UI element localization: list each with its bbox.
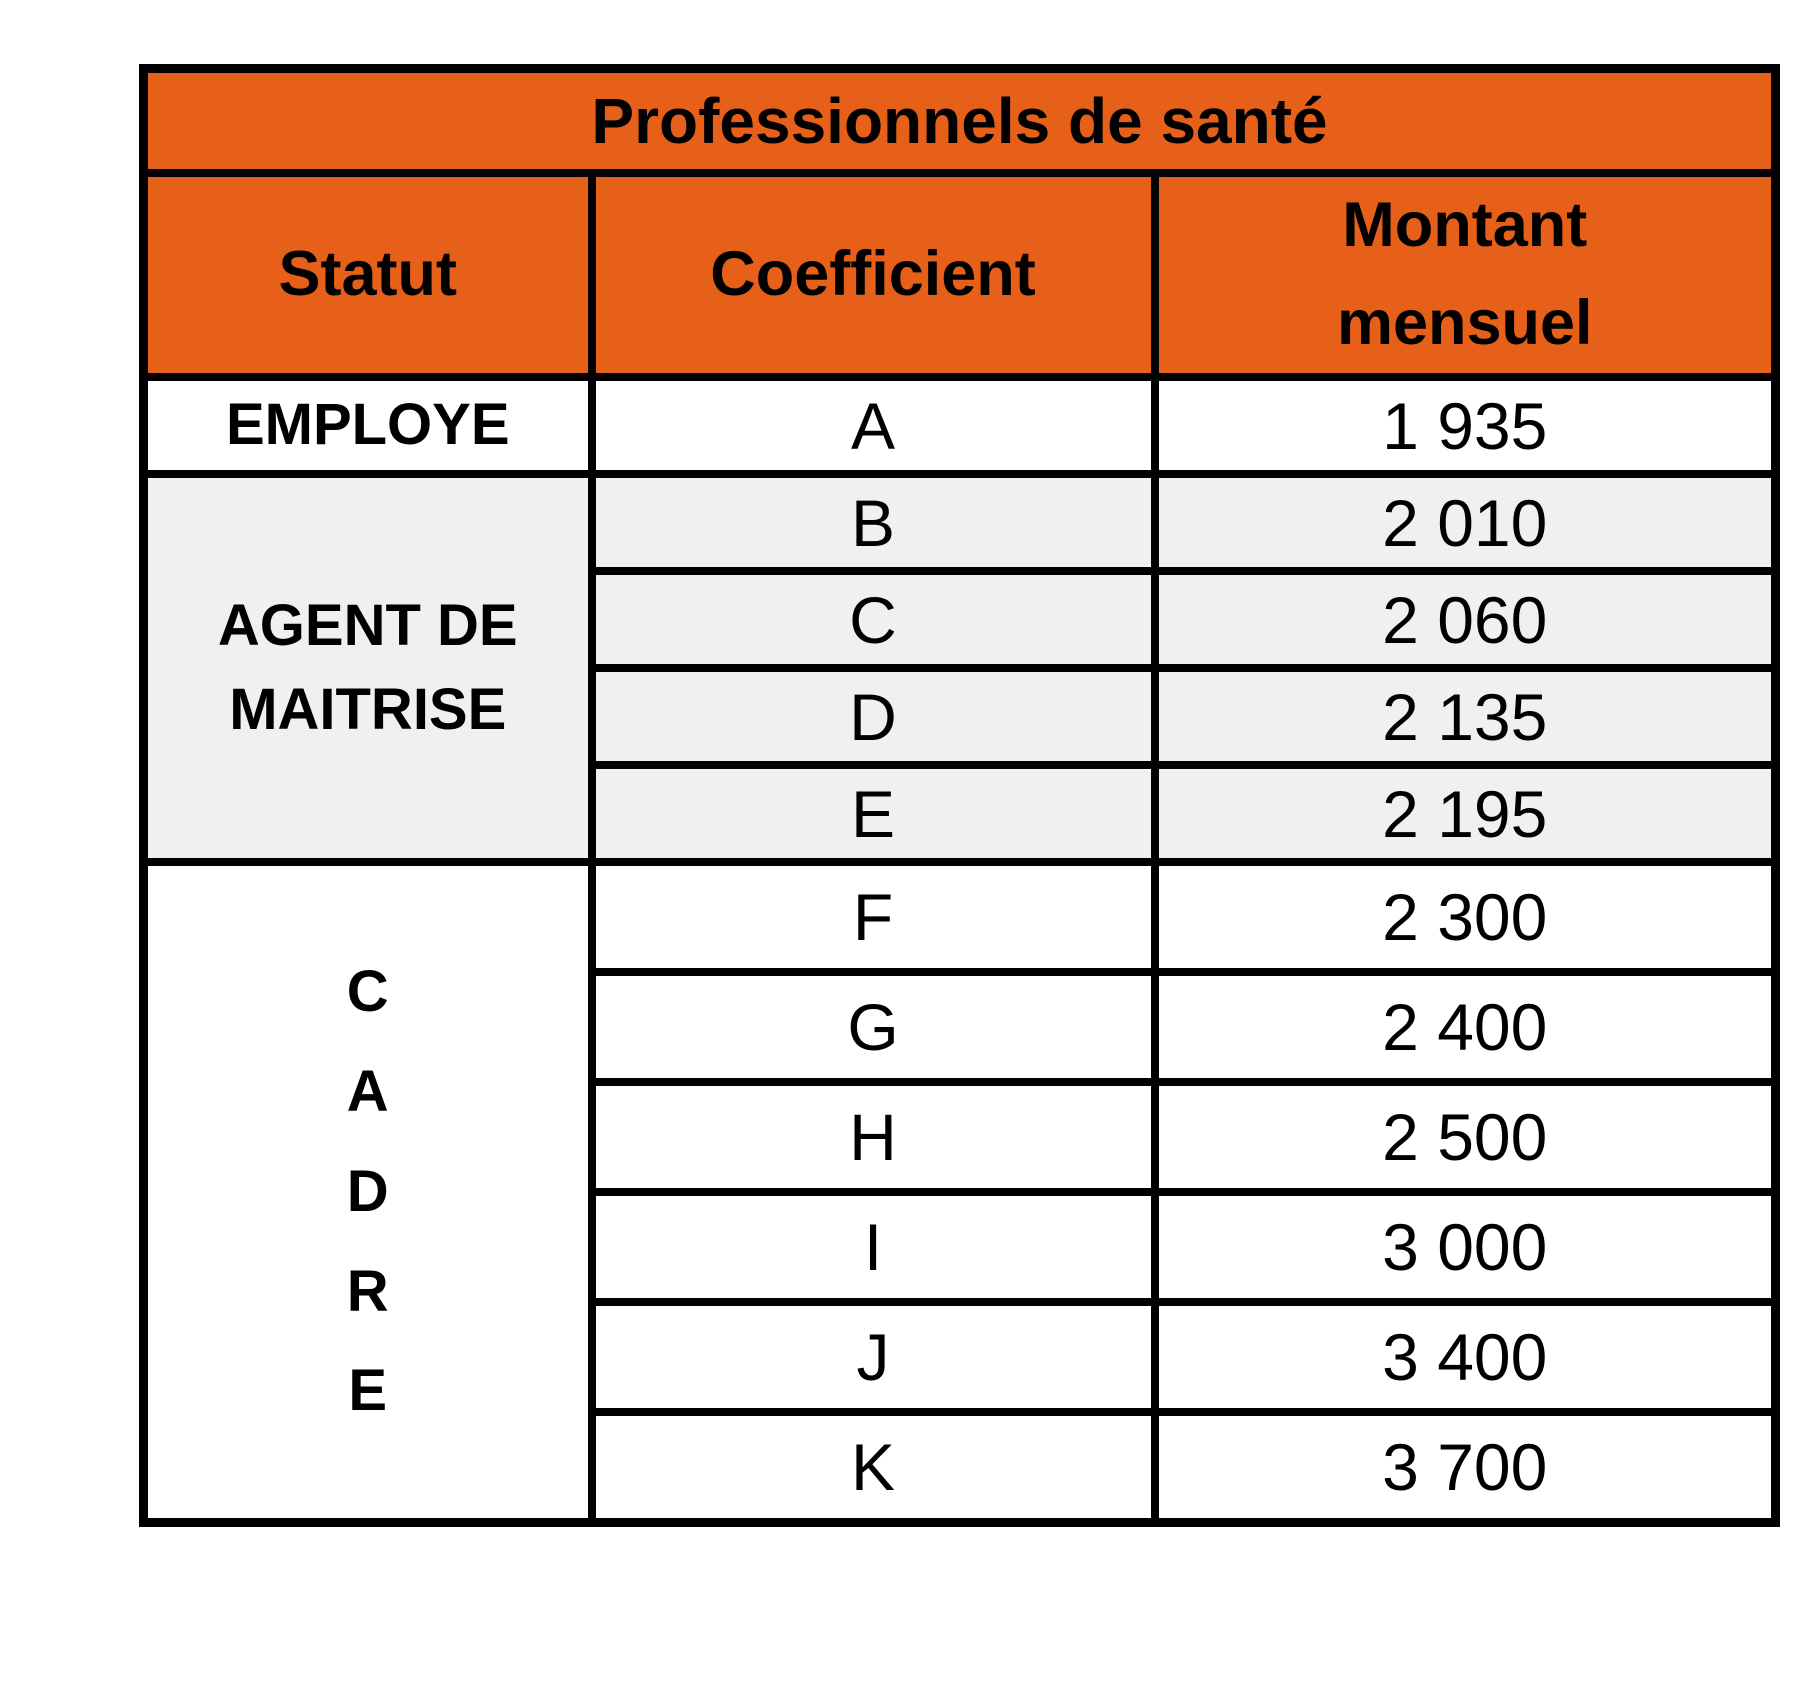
cell-montant-k: 3 700: [1150, 1408, 1780, 1526]
cell-montant-h: 2 500: [1150, 1078, 1780, 1196]
cell-montant-a: 1 935: [1150, 373, 1780, 478]
cell-coefficient-i: I: [587, 1188, 1159, 1306]
cell-coefficient-j: J: [587, 1298, 1159, 1416]
column-header-coefficient: Coefficient: [587, 169, 1159, 381]
cell-coefficient-e: E: [587, 761, 1159, 866]
statut-group-employe: EMPLOYE: [139, 373, 596, 478]
table-title: Professionnels de santé: [139, 64, 1780, 177]
table-row: E 2 195: [144, 761, 1780, 866]
salary-grid-table: Professionnels de santé Statut Coefficie…: [139, 64, 1781, 1527]
cell-montant-e: 2 195: [1150, 761, 1780, 866]
cell-coefficient-g: G: [587, 968, 1159, 1086]
cell-coefficient-b: B: [587, 470, 1159, 575]
statut-group-cadre: C A D R E: [139, 858, 596, 1526]
cell-montant-c: 2 060: [1150, 567, 1780, 672]
cell-montant-b: 2 010: [1150, 470, 1780, 575]
table-row: J 3 400: [144, 1298, 1780, 1416]
column-header-statut: Statut: [139, 169, 596, 381]
cell-montant-j: 3 400: [1150, 1298, 1780, 1416]
table-row: I 3 000: [144, 1188, 1780, 1306]
table-row: K 3 700: [144, 1408, 1780, 1526]
table-row: D 2 135: [144, 664, 1780, 769]
cell-montant-d: 2 135: [1150, 664, 1780, 769]
table-row: C A D R E F 2 300: [139, 858, 1780, 1526]
cell-coefficient-h: H: [587, 1078, 1159, 1196]
cell-coefficient-c: C: [587, 567, 1159, 672]
cell-coefficient-d: D: [587, 664, 1159, 769]
cell-coefficient-k: K: [587, 1408, 1159, 1526]
cell-montant-f: 2 300: [1150, 858, 1780, 976]
cell-montant-g: 2 400: [1150, 968, 1780, 1086]
cell-montant-i: 3 000: [1150, 1188, 1780, 1306]
table-row: H 2 500: [144, 1078, 1780, 1196]
table-row: EMPLOYE A 1 935: [139, 373, 1780, 478]
column-header-montant-mensuel: Montant mensuel: [1150, 169, 1780, 381]
table-row: AGENT DE MAITRISE B 2 010: [139, 470, 1780, 866]
table-row: C 2 060: [144, 567, 1780, 672]
cell-coefficient-f: F: [587, 858, 1159, 976]
cell-coefficient-a: A: [587, 373, 1159, 478]
table-row: G 2 400: [144, 968, 1780, 1086]
statut-group-agent-de-maitrise: AGENT DE MAITRISE: [139, 470, 596, 866]
